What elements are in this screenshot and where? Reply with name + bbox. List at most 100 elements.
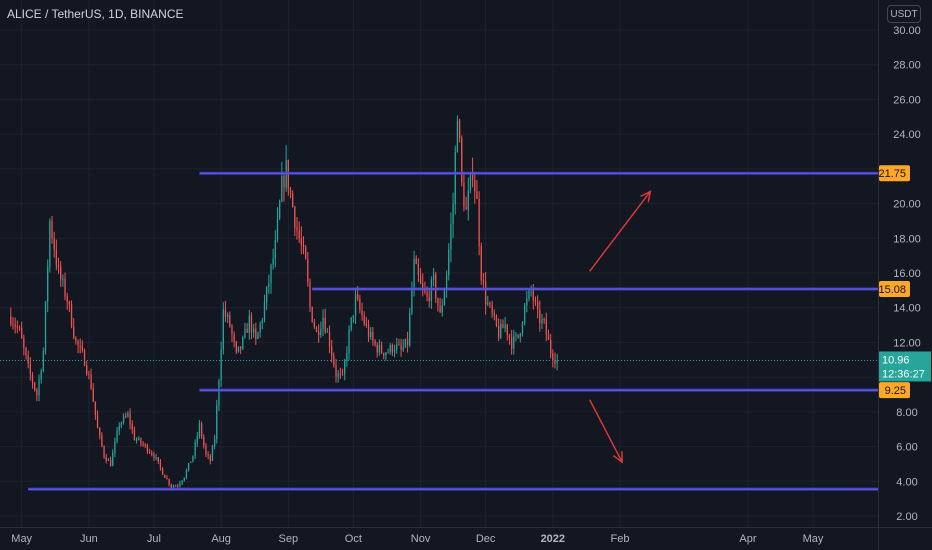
candle-body (552, 353, 554, 361)
y-tick-label: 20.00 (893, 199, 921, 211)
candle-body (237, 346, 240, 352)
candle-body (38, 379, 40, 396)
candle-body (296, 227, 298, 231)
candle-body (44, 301, 47, 351)
candle-body (153, 454, 155, 458)
candle-body (211, 446, 214, 461)
candle-body (239, 346, 242, 349)
chart-title: ALICE / TetherUS, 1D, BINANCE (7, 7, 184, 21)
candle-body (450, 224, 452, 250)
trend-arrows[interactable] (589, 190, 652, 464)
candle-body (448, 249, 450, 276)
candle-body (255, 328, 257, 339)
candle-body (500, 323, 502, 339)
candle-body (281, 175, 283, 202)
candle-body (66, 296, 68, 302)
candle-body (131, 424, 133, 430)
candle-body (101, 435, 103, 447)
candle-body (250, 315, 253, 333)
candle-body (75, 337, 77, 341)
candle-body (120, 422, 123, 427)
candle-body (370, 331, 372, 338)
candle-body (411, 289, 413, 314)
candle-body (341, 373, 344, 375)
candle-body (445, 275, 448, 291)
candle-body (337, 373, 339, 377)
candle-body (246, 328, 248, 333)
candle-body (506, 324, 508, 335)
candle-body (350, 317, 352, 330)
level-price-label-bg (879, 165, 910, 182)
level-price-label: 9.25 (885, 385, 906, 397)
candle-body (16, 326, 18, 328)
x-tick-label: Dec (476, 533, 496, 545)
candle-body (283, 175, 285, 188)
candle-body (226, 315, 229, 317)
candle-body (216, 405, 218, 440)
candle-body (224, 309, 227, 317)
candle-body (73, 326, 75, 338)
y-tick-label: 30.00 (893, 25, 921, 37)
candle-body (90, 374, 92, 389)
candle-body (129, 413, 131, 425)
candle-body (554, 360, 556, 364)
candle-body (510, 337, 513, 349)
candle-body (415, 258, 417, 264)
candle-body (465, 207, 467, 210)
y-tick-label: 16.00 (893, 268, 921, 280)
candle-body (378, 344, 381, 353)
candle-body (391, 345, 394, 353)
candle-body (142, 443, 144, 445)
candle-body (302, 244, 305, 248)
candle-body (543, 319, 545, 321)
candle-body (161, 467, 164, 475)
candle-body (435, 274, 437, 299)
candle-body (513, 335, 515, 349)
candle-body (179, 483, 181, 486)
candle-body (263, 302, 266, 321)
currency-button[interactable]: USDT (887, 5, 921, 23)
candle-body (495, 315, 498, 326)
candle-body (458, 120, 461, 139)
candle-body (207, 454, 209, 456)
candle-body (34, 382, 36, 390)
candle-body (272, 258, 274, 265)
candle-body (517, 334, 519, 338)
candlesticks (10, 115, 558, 491)
candle-body (220, 349, 222, 381)
y-tick-label: 4.00 (896, 476, 917, 488)
candle-body (352, 315, 355, 318)
x-tick-label: Jun (80, 533, 98, 545)
candle-body (187, 463, 190, 471)
candle-body (190, 461, 192, 464)
candle-body (23, 338, 25, 348)
x-tick-label: Apr (739, 533, 756, 545)
candle-body (268, 283, 270, 287)
candle-body (441, 304, 443, 313)
candle-body (96, 414, 99, 429)
candle-body (70, 304, 73, 327)
horizontal-levels[interactable] (0, 171, 878, 491)
trend-arrow-line[interactable] (589, 190, 651, 272)
trend-arrow-line[interactable] (589, 399, 623, 463)
candle-body (107, 459, 110, 461)
candle-body (42, 350, 45, 371)
candle-body (309, 282, 311, 308)
candle-body (439, 305, 441, 313)
candle-body (194, 442, 196, 456)
candle-body (242, 337, 244, 349)
candle-body (461, 138, 463, 183)
candle-body (209, 455, 211, 461)
candle-body (387, 352, 389, 354)
candle-body (400, 344, 402, 350)
x-tick-label: Jul (147, 533, 161, 545)
candle-body (380, 344, 383, 354)
candle-body (454, 152, 456, 205)
candle-body (363, 315, 365, 324)
candle-body (274, 239, 276, 259)
candle-body (519, 333, 521, 338)
candle-body (383, 353, 385, 356)
candle-body (419, 275, 422, 284)
candle-body (452, 204, 454, 225)
